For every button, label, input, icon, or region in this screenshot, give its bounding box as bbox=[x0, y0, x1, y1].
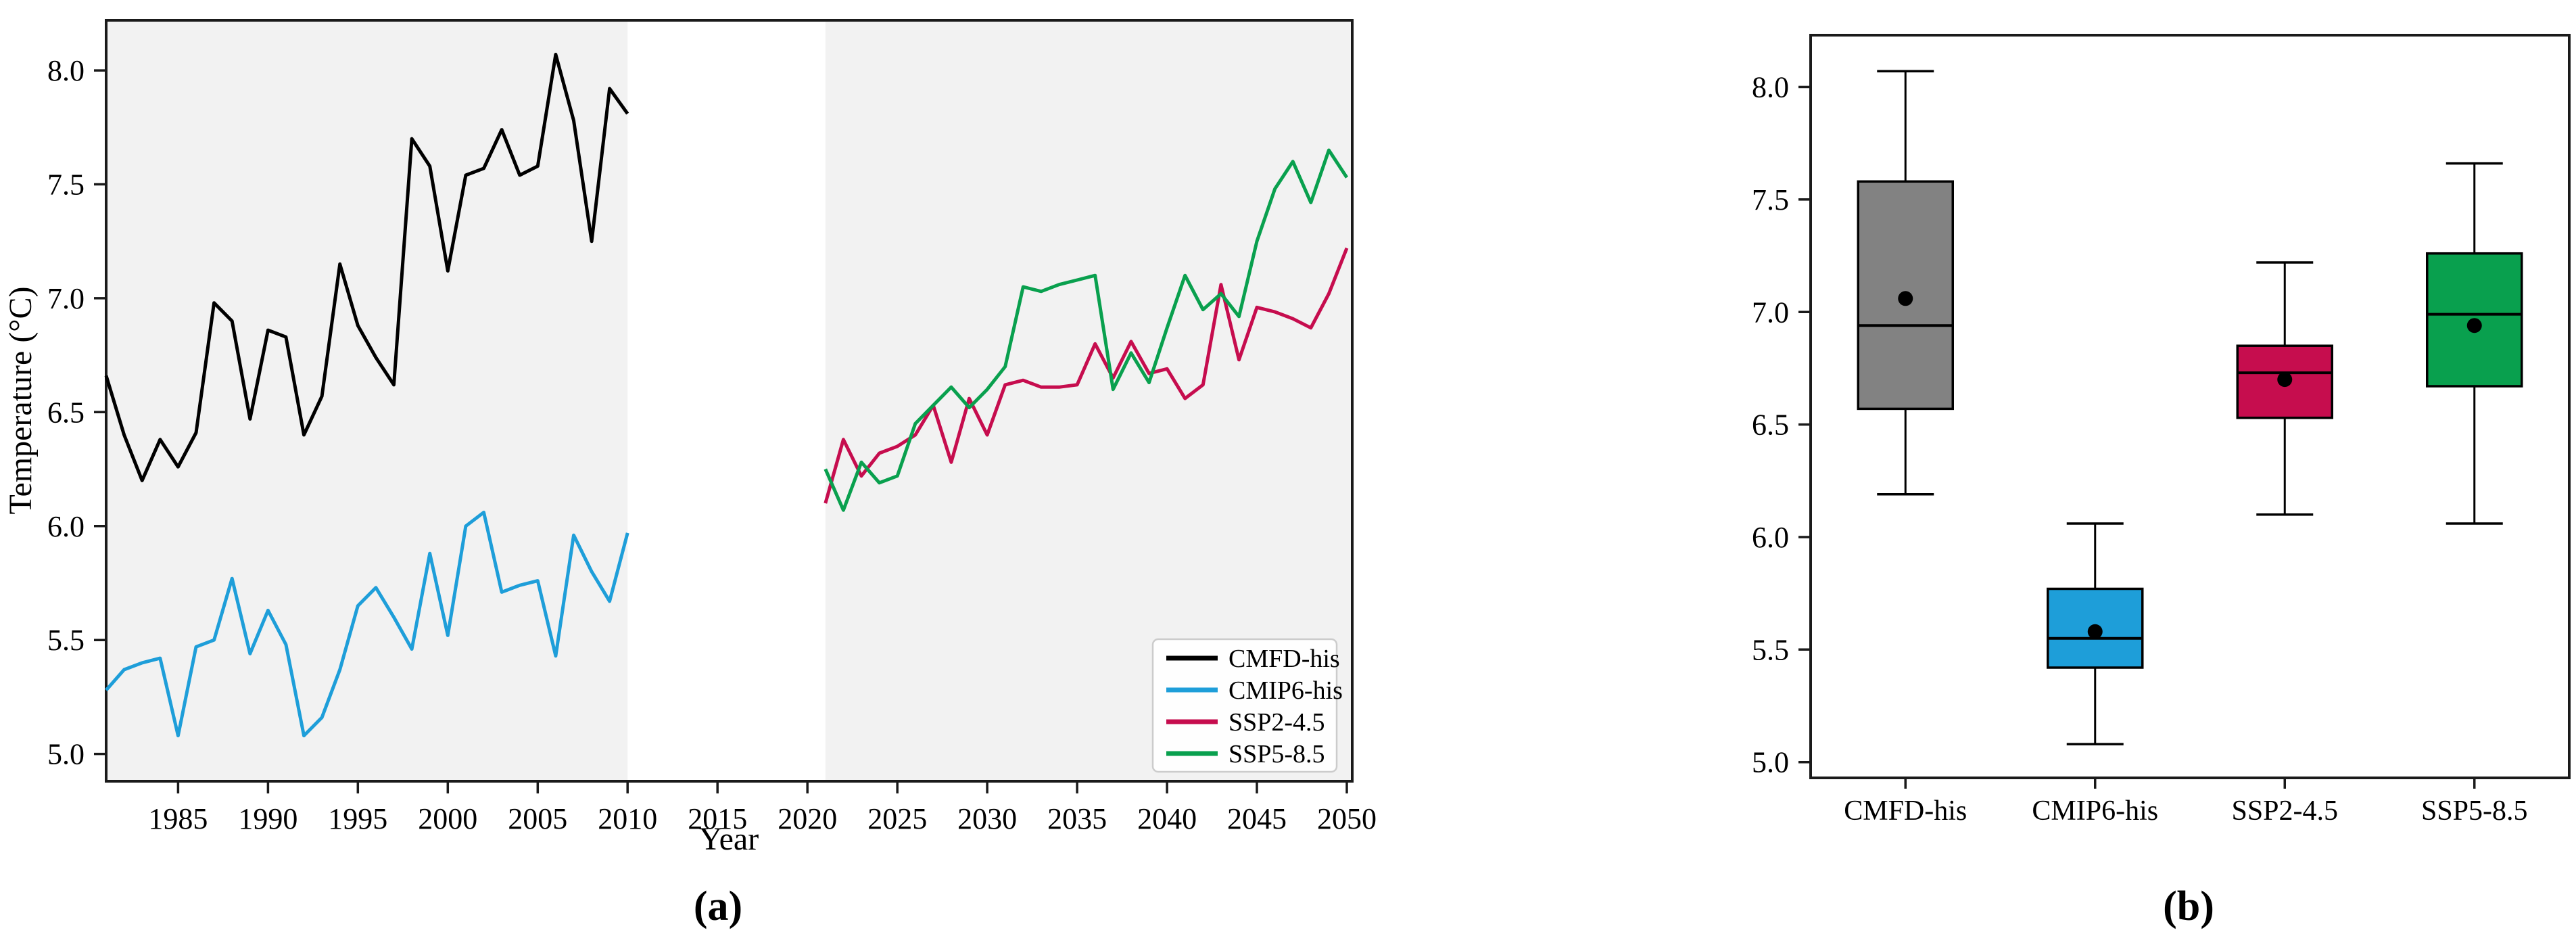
y-tick-label: 7.5 bbox=[47, 168, 85, 201]
x-tick-label: 2010 bbox=[598, 802, 657, 835]
y-tick-label: 7.0 bbox=[1752, 296, 1789, 329]
x-tick-label: 2040 bbox=[1137, 802, 1197, 835]
legend-box bbox=[1151, 638, 1338, 773]
mean-dot bbox=[2277, 372, 2293, 388]
y-tick-label: 8.0 bbox=[47, 54, 85, 87]
line-chart-panel: 5.0 5.5 6.0 6.5 7.0 7.5 8.0 1985 1990 1995 2000 200… bbox=[3, 19, 1377, 929]
y-tick-label: 7.5 bbox=[1752, 183, 1789, 216]
x-tick-label: 2050 bbox=[1317, 802, 1377, 835]
x-tick-label: 1985 bbox=[148, 802, 208, 835]
y-tick-label: 6.5 bbox=[1752, 409, 1789, 442]
y-tick-label: 5.5 bbox=[47, 624, 85, 657]
x-tick-label: 2000 bbox=[418, 802, 477, 835]
y-tick-label: 5.5 bbox=[1752, 633, 1789, 666]
plot-frame bbox=[1809, 34, 2571, 779]
plot-frame bbox=[105, 19, 1354, 783]
x-axis-title: Year bbox=[699, 821, 759, 857]
x-tick-label: 2020 bbox=[778, 802, 837, 835]
mean-dot bbox=[2087, 624, 2103, 639]
y-tick-label: 7.0 bbox=[47, 282, 85, 315]
y-tick-label: 8.0 bbox=[1752, 70, 1789, 103]
x-tick-label: 1990 bbox=[238, 802, 297, 835]
panel-caption-b: (b) bbox=[2163, 883, 2214, 929]
series-line-SSP5-8.5 bbox=[824, 148, 1349, 512]
x-tick-label: 2030 bbox=[957, 802, 1017, 835]
mean-dot bbox=[1898, 291, 1913, 306]
y-tick-label: 5.0 bbox=[47, 738, 85, 771]
category-label: SSP2-4.5 bbox=[2231, 795, 2338, 827]
mean-dot bbox=[2466, 318, 2482, 333]
legend-label: SSP5-8.5 bbox=[1229, 740, 1325, 768]
category-label: CMFD-his bbox=[1844, 795, 1967, 827]
x-tick-label: 2015 bbox=[688, 802, 747, 835]
x-tick-label: 2045 bbox=[1227, 802, 1287, 835]
x-tick-label: 2035 bbox=[1047, 802, 1107, 835]
y-tick-label: 5.0 bbox=[1752, 746, 1789, 779]
legend-label: CMFD-his bbox=[1229, 645, 1340, 673]
category-label: CMIP6-his bbox=[2032, 795, 2158, 827]
y-tick-label: 6.0 bbox=[47, 510, 85, 543]
category-label: SSP5-8.5 bbox=[2421, 795, 2528, 827]
legend-label: SSP2-4.5 bbox=[1229, 708, 1325, 737]
legend-label: CMIP6-his bbox=[1229, 676, 1343, 705]
y-axis-title: Temperature (°C) bbox=[3, 286, 39, 514]
series-line-CMFD-his bbox=[104, 53, 629, 482]
x-tick-label: 1995 bbox=[328, 802, 387, 835]
x-tick-label: 2005 bbox=[508, 802, 567, 835]
box-chart-panel: 5.0 5.5 6.0 6.5 7.0 7.5 8.0 CMFD-his CMIP6-his SS… bbox=[1752, 34, 2571, 929]
y-tick-label: 6.0 bbox=[1752, 521, 1789, 554]
shaded-period bbox=[106, 20, 628, 781]
series-line-CMIP6-his bbox=[105, 511, 629, 738]
panel-caption-a: (a) bbox=[694, 883, 742, 929]
y-tick-label: 6.5 bbox=[47, 396, 85, 429]
x-tick-label: 2025 bbox=[867, 802, 927, 835]
